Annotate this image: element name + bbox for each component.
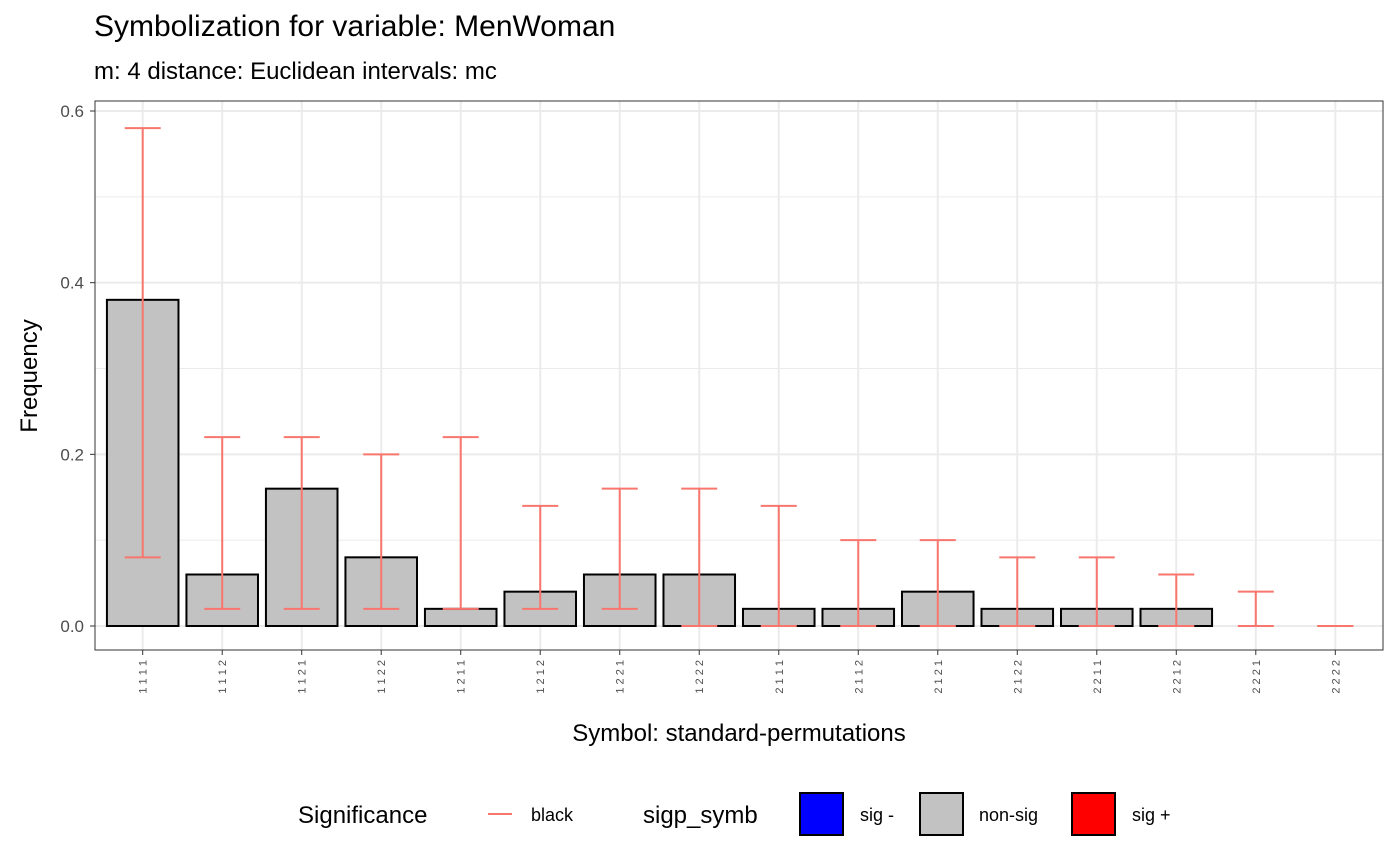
x-tick-label: 1 2 1 2	[535, 660, 547, 694]
chart-title: Symbolization for variable: MenWoman	[94, 10, 616, 43]
x-tick-label: 1 1 1 1	[138, 660, 150, 694]
x-tick-label: 2 2 2 1	[1251, 660, 1263, 694]
x-tick-label: 2 2 1 2	[1171, 660, 1183, 694]
x-tick-label: 2 1 1 1	[774, 660, 786, 694]
legend-sigp-items: sig - non-sig sig +	[799, 792, 1171, 836]
x-tick-label: 2 1 2 2	[1012, 660, 1024, 694]
legend-key-box	[919, 792, 964, 836]
x-tick-label: 2 2 2 2	[1330, 660, 1342, 694]
x-tick-label: 2 1 1 2	[853, 660, 865, 694]
bar	[423, 607, 498, 627]
legend-key-label: sig -	[860, 805, 894, 825]
x-axis: 1 1 1 1 1 1 1 2 1 1 2 1 1 1 2 2 1 2 1 1 1 2 1…	[138, 650, 1342, 694]
x-tick-label: 1 1 1 2	[217, 660, 229, 694]
y-axis: 0.0 0.2 0.4 0.6	[60, 102, 95, 636]
x-tick-label: 2 2 1 1	[1092, 660, 1104, 694]
plot-panel-border	[94, 100, 1384, 651]
y-tick-label: 0.6	[60, 102, 84, 121]
legend-significance-line-label: black	[531, 805, 574, 825]
legend: Significance black sigp_symb sig - non-si…	[298, 792, 1171, 836]
x-tick-label: 1 2 1 1	[456, 660, 468, 694]
x-tick-label: 1 1 2 2	[376, 660, 388, 694]
y-axis-label: Frequency	[16, 319, 43, 432]
x-tick-label: 1 2 2 1	[615, 660, 627, 694]
legend-key-box	[1071, 792, 1116, 836]
bars-layer	[105, 298, 1214, 628]
legend-key-label: non-sig	[979, 805, 1038, 825]
x-tick-label: 1 1 2 1	[297, 660, 309, 694]
x-tick-label: 1 2 2 2	[694, 660, 706, 694]
y-tick-label: 0.0	[60, 617, 84, 636]
legend-significance-title: Significance	[298, 802, 427, 829]
x-axis-label: Symbol: standard-permutations	[572, 720, 906, 747]
chart-subtitle: m: 4 distance: Euclidean intervals: mc	[94, 58, 497, 85]
y-tick-label: 0.4	[60, 274, 84, 293]
legend-key-box	[799, 792, 844, 836]
x-tick-label: 2 1 2 1	[933, 660, 945, 694]
legend-key-label: sig +	[1132, 805, 1171, 825]
y-tick-label: 0.2	[60, 445, 84, 464]
legend-sigp-title: sigp_symb	[643, 802, 758, 829]
interval-layer	[124, 127, 1354, 627]
